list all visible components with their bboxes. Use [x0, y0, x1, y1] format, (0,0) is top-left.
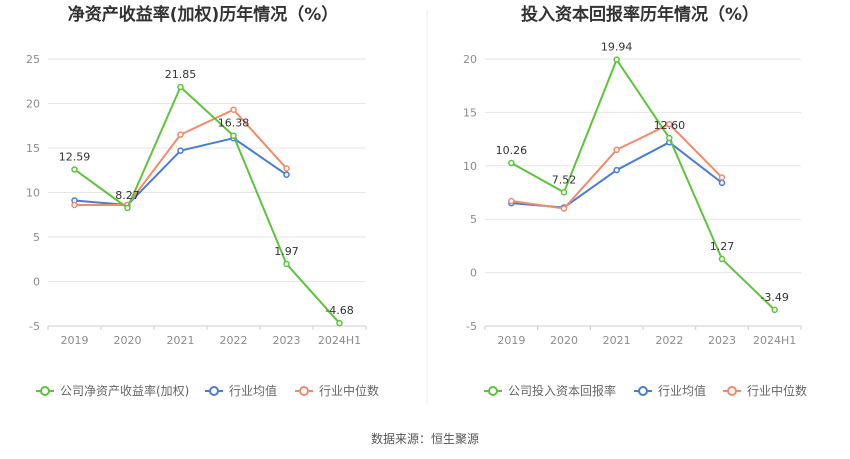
data-point-median — [230, 106, 237, 113]
data-point-company — [666, 134, 673, 142]
data-point-avg — [613, 166, 620, 174]
data-point-median — [718, 174, 726, 181]
data-label: 8.27 — [115, 189, 140, 202]
data-point-median — [613, 146, 620, 154]
legend-item-median: 行业中位数 — [295, 383, 379, 398]
y-tick-label: 15 — [463, 106, 477, 119]
data-point-median — [71, 201, 78, 209]
series-line-median — [511, 123, 723, 210]
series-line-company — [510, 58, 776, 311]
legend-label: 公司净资产收益率(加权) — [60, 383, 189, 398]
data-point-company — [613, 56, 620, 63]
data-source: 数据来源：恒生聚源 — [371, 431, 479, 446]
y-tick-label: 10 — [26, 187, 40, 200]
x-tick-label: 2022 — [220, 334, 248, 347]
y-tick-label: 20 — [463, 53, 477, 66]
data-label: 12.60 — [654, 119, 686, 132]
chart-panel-2: 投入资本回报率历年情况（%） -5 0 5 10 15 20 2019 2020 2021 2022… — [463, 4, 807, 398]
data-label: 12.59 — [59, 150, 91, 163]
data-label: 10.26 — [496, 144, 528, 157]
data-point-company — [283, 260, 290, 268]
legend-item-company: 公司净资产收益率(加权) — [36, 383, 189, 398]
data-point-avg — [177, 147, 184, 154]
y-tick-label: 0 — [470, 267, 477, 280]
x-tick-label: 2023 — [708, 334, 736, 347]
data-point-median — [560, 205, 568, 212]
series-line-company — [73, 86, 341, 324]
data-label: -3.49 — [760, 291, 788, 304]
data-label: 19.94 — [601, 41, 633, 54]
legend-label: 行业中位数 — [747, 383, 807, 398]
legend-item-avg: 行业均值 — [634, 383, 706, 398]
legend-label: 行业均值 — [229, 383, 277, 398]
x-tick-label: 2020 — [550, 334, 578, 347]
data-point-company — [71, 166, 78, 173]
x-tick-label: 2019 — [61, 334, 89, 347]
data-point-company — [336, 319, 343, 327]
data-label: -4.68 — [325, 304, 353, 317]
chart-panel-1: 净资产收益率(加权)历年情况（%） -5 0 5 10 15 20 25 2019 2020 202… — [26, 4, 379, 398]
legend-label: 行业中位数 — [319, 383, 379, 398]
data-point-median — [508, 197, 515, 205]
legend-swatch-marker — [299, 386, 309, 396]
legend-swatch-marker — [488, 386, 498, 396]
data-point-company — [718, 255, 726, 263]
y-tick-label: 5 — [33, 231, 40, 244]
data-point-company — [124, 204, 131, 212]
data-label: 21.85 — [165, 68, 197, 81]
y-tick-label: 20 — [26, 98, 40, 111]
x-tick-label: 2019 — [497, 334, 525, 347]
x-tick-label: 2023 — [273, 334, 301, 347]
legend-item-median: 行业中位数 — [723, 383, 807, 398]
legend-label: 行业均值 — [658, 383, 706, 398]
data-point-median — [283, 165, 290, 172]
x-tick-label: 2021 — [603, 334, 631, 347]
legend-swatch-marker — [40, 386, 50, 396]
data-point-median — [666, 120, 673, 128]
data-label: 7.52 — [552, 173, 577, 186]
x-tick-label: 2020 — [114, 334, 142, 347]
x-tick-label: 2021 — [167, 334, 195, 347]
y-tick-label: 5 — [470, 213, 477, 226]
data-label: 1.27 — [710, 240, 735, 253]
y-tick-label: 15 — [26, 142, 40, 155]
y-tick-label: 0 — [33, 276, 40, 289]
series-line-median — [74, 108, 288, 206]
data-point-company — [508, 159, 515, 167]
legend-swatch-marker — [727, 386, 737, 396]
data-point-avg — [283, 171, 290, 178]
data-point-company — [771, 306, 778, 314]
y-tick-label: -5 — [29, 320, 40, 333]
legend-item-avg: 行业均值 — [205, 383, 277, 398]
data-point-company — [177, 83, 184, 91]
y-tick-label: -5 — [466, 320, 477, 333]
legend-swatch-marker — [209, 386, 219, 396]
x-tick-label: 2024H1 — [753, 334, 796, 347]
data-point-avg — [718, 179, 726, 187]
y-tick-label: 10 — [463, 160, 477, 173]
x-tick-label: 2022 — [655, 334, 683, 347]
data-label: 16.38 — [218, 117, 250, 130]
y-tick-label: 25 — [26, 53, 40, 66]
chart-title: 投入资本回报率历年情况（%） — [521, 4, 759, 25]
x-tick-label: 2024H1 — [318, 334, 361, 347]
data-label: 1.97 — [274, 245, 299, 258]
data-point-median — [177, 131, 184, 138]
legend-swatch-marker — [638, 386, 648, 396]
data-point-company — [230, 132, 237, 139]
chart-title: 净资产收益率(加权)历年情况（%） — [68, 4, 339, 25]
data-point-company — [560, 189, 568, 196]
legend-item-company: 公司投入资本回报率 — [484, 383, 616, 398]
legend-label: 公司投入资本回报率 — [508, 383, 616, 398]
